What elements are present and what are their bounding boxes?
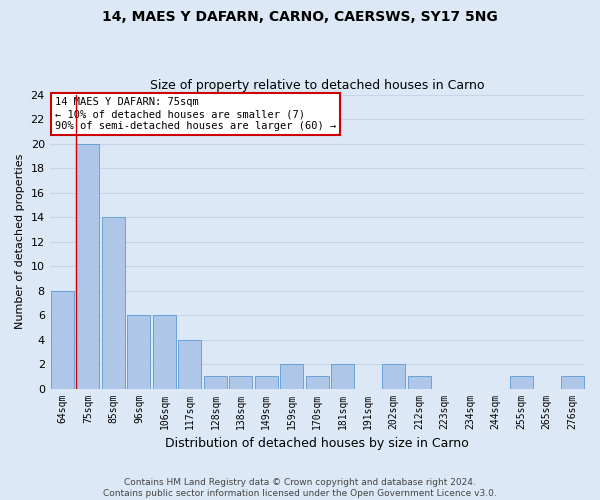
Bar bbox=[382, 364, 405, 388]
Bar bbox=[229, 376, 253, 388]
Text: 14, MAES Y DAFARN, CARNO, CAERSWS, SY17 5NG: 14, MAES Y DAFARN, CARNO, CAERSWS, SY17 … bbox=[102, 10, 498, 24]
X-axis label: Distribution of detached houses by size in Carno: Distribution of detached houses by size … bbox=[166, 437, 469, 450]
Bar bbox=[306, 376, 329, 388]
Bar bbox=[331, 364, 354, 388]
Bar bbox=[102, 217, 125, 388]
Title: Size of property relative to detached houses in Carno: Size of property relative to detached ho… bbox=[150, 79, 485, 92]
Bar bbox=[561, 376, 584, 388]
Bar bbox=[153, 315, 176, 388]
Bar bbox=[408, 376, 431, 388]
Bar bbox=[178, 340, 202, 388]
Bar bbox=[127, 315, 151, 388]
Bar bbox=[280, 364, 304, 388]
Bar bbox=[51, 290, 74, 388]
Text: Contains HM Land Registry data © Crown copyright and database right 2024.
Contai: Contains HM Land Registry data © Crown c… bbox=[103, 478, 497, 498]
Bar bbox=[76, 144, 100, 388]
Bar bbox=[510, 376, 533, 388]
Bar bbox=[255, 376, 278, 388]
Bar bbox=[204, 376, 227, 388]
Text: 14 MAES Y DAFARN: 75sqm
← 10% of detached houses are smaller (7)
90% of semi-det: 14 MAES Y DAFARN: 75sqm ← 10% of detache… bbox=[55, 98, 336, 130]
Y-axis label: Number of detached properties: Number of detached properties bbox=[15, 154, 25, 329]
